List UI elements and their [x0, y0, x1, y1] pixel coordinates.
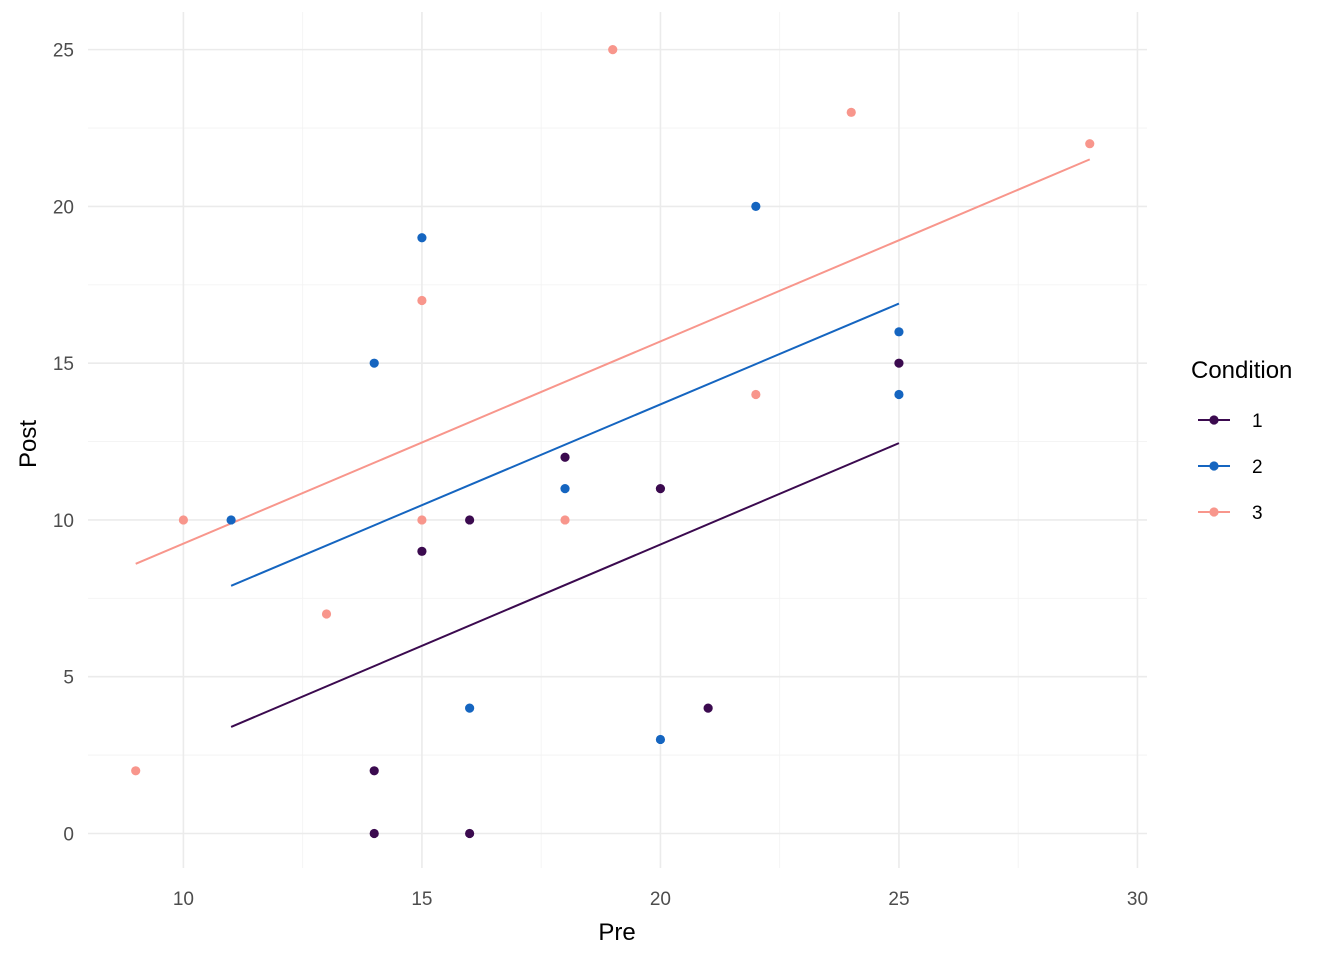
point-condition-1 [703, 703, 713, 713]
point-condition-3 [751, 389, 761, 400]
legend-key-point [1209, 507, 1219, 517]
point-condition-2 [465, 703, 475, 713]
fit-lines [135, 158, 1091, 728]
y-tick-label: 0 [63, 825, 74, 846]
legend: Condition 1 2 3 [1191, 357, 1292, 524]
point-condition-3 [846, 107, 856, 117]
point-condition-1 [894, 358, 904, 368]
point-condition-2 [894, 389, 904, 400]
data-points [131, 45, 1095, 839]
point-condition-2 [226, 515, 236, 525]
x-tick-label: 25 [888, 889, 909, 910]
fit-line-condition-2 [230, 302, 900, 587]
point-condition-3 [131, 766, 141, 776]
legend-key-point [1209, 461, 1219, 471]
point-condition-2 [751, 201, 761, 212]
x-axis-tick-labels: 10 15 20 25 30 [173, 889, 1148, 910]
point-condition-3 [417, 515, 427, 525]
legend-item-condition-3: 3 [1198, 503, 1263, 524]
point-condition-2 [369, 358, 379, 368]
x-tick-label: 15 [411, 889, 432, 910]
legend-items: 1 2 3 [1198, 411, 1263, 524]
legend-key-point [1209, 415, 1219, 425]
point-condition-1 [417, 546, 427, 556]
point-condition-1 [369, 766, 379, 776]
legend-item-condition-1: 1 [1198, 411, 1263, 432]
point-condition-2 [655, 734, 666, 745]
point-condition-3 [321, 609, 332, 619]
y-tick-label: 10 [53, 511, 74, 532]
point-condition-3 [417, 295, 427, 306]
point-condition-3 [1085, 139, 1095, 149]
y-tick-label: 25 [53, 41, 74, 62]
y-axis-title: Post [15, 420, 42, 468]
point-condition-3 [560, 515, 570, 525]
fit-line-condition-3 [135, 158, 1091, 565]
point-condition-1 [465, 515, 475, 525]
legend-item-condition-2: 2 [1198, 457, 1263, 478]
point-condition-1 [655, 484, 666, 494]
legend-title: Condition [1191, 357, 1292, 384]
point-condition-1 [465, 828, 475, 839]
y-tick-label: 20 [53, 197, 74, 218]
x-tick-label: 10 [173, 889, 194, 910]
grid [88, 12, 1147, 868]
x-tick-label: 20 [650, 889, 671, 910]
legend-label: 1 [1252, 411, 1263, 432]
point-condition-2 [560, 484, 570, 494]
y-tick-label: 5 [63, 668, 74, 689]
legend-label: 2 [1252, 457, 1263, 478]
y-tick-label: 15 [53, 354, 74, 375]
x-axis-title: Pre [598, 919, 635, 946]
point-condition-3 [608, 45, 618, 55]
point-condition-1 [369, 828, 379, 839]
fit-line-condition-1 [230, 442, 900, 728]
x-tick-label: 30 [1127, 889, 1148, 910]
point-condition-3 [178, 515, 189, 525]
point-condition-1 [560, 452, 570, 462]
point-condition-2 [894, 327, 904, 337]
point-condition-2 [417, 233, 427, 243]
y-axis-tick-labels: 0 5 10 15 20 25 [53, 41, 74, 846]
legend-label: 3 [1252, 503, 1263, 524]
